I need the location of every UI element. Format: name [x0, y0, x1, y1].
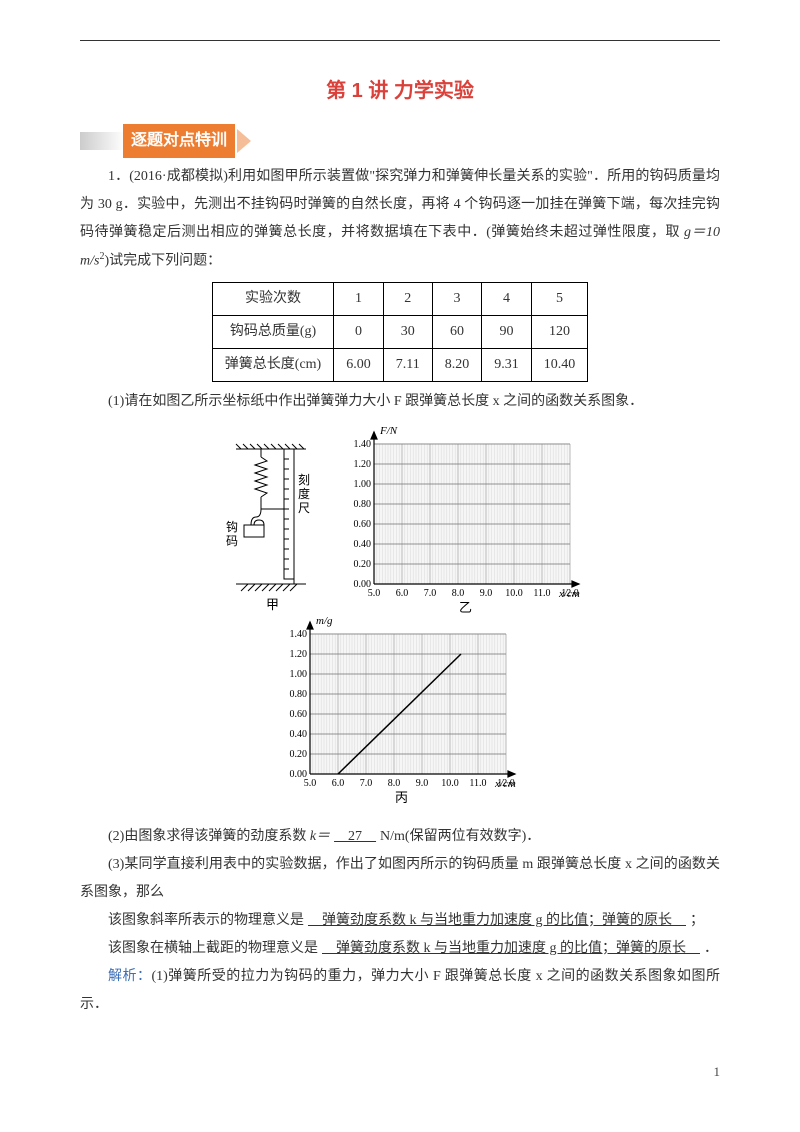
- svg-text:0.40: 0.40: [290, 729, 308, 740]
- svg-text:1.40: 1.40: [290, 629, 308, 640]
- q1-source: (2016·成都模拟): [129, 169, 228, 184]
- td: 弹簧总长度(cm): [212, 348, 333, 381]
- page-title: 第 1 讲 力学实验: [80, 71, 720, 111]
- td: 6.00: [334, 348, 384, 381]
- q1-part3a: (3)某同学直接利用表中的实验数据，作出了如图丙所示的钩码质量 m 跟弹簧总长度…: [80, 851, 720, 907]
- label-du: 度: [298, 486, 310, 501]
- svg-text:1.20: 1.20: [290, 649, 308, 660]
- svg-text:1.00: 1.00: [290, 669, 308, 680]
- svg-text:0.60: 0.60: [290, 709, 308, 720]
- svg-text:5.0: 5.0: [368, 588, 381, 599]
- q1-part3d: 该图象在横轴上截距的物理意义是 弹簧劲度系数 k 与当地重力加速度 g 的比值；…: [80, 935, 720, 963]
- page-number: 1: [80, 1059, 720, 1085]
- th: 3: [432, 282, 482, 315]
- svg-text:7.0: 7.0: [360, 778, 373, 789]
- th: 实验次数: [212, 282, 333, 315]
- svg-text:11.0: 11.0: [533, 588, 550, 599]
- svg-text:5.0: 5.0: [304, 778, 317, 789]
- section-header: 逐题对点特训: [80, 129, 720, 153]
- svg-text:1.00: 1.00: [354, 479, 372, 490]
- td: 60: [432, 315, 482, 348]
- td: 8.20: [432, 348, 482, 381]
- p2k: k＝: [310, 829, 330, 844]
- svg-text:0.20: 0.20: [290, 749, 308, 760]
- svg-text:1.20: 1.20: [354, 459, 372, 470]
- q1-part2: (2)由图象求得该弹簧的劲度系数 k＝ 27 N/m(保留两位有效数字)．: [80, 823, 720, 851]
- td: 90: [482, 315, 532, 348]
- label-ke: 刻: [298, 473, 310, 487]
- p3b: 该图象斜率所表示的物理意义是: [108, 913, 304, 928]
- td: 7.11: [383, 348, 432, 381]
- section-bar: [80, 132, 125, 150]
- solution-label: 解析：: [108, 969, 151, 984]
- grid-yi: F/N x/cm 0.000.200.400.600.801.001.201.4…: [334, 424, 594, 614]
- blank-intercept: 弹簧劲度系数 k 与当地重力加速度 g 的比值；弹簧的原长: [318, 941, 704, 956]
- table-row: 钩码总质量(g) 0 30 60 90 120: [212, 315, 587, 348]
- svg-text:0.80: 0.80: [354, 499, 372, 510]
- section-label: 逐题对点特训: [123, 124, 235, 158]
- fig-label-yi: 乙: [459, 600, 472, 614]
- svg-text:9.0: 9.0: [416, 778, 429, 789]
- svg-text:10.0: 10.0: [505, 588, 523, 599]
- svg-text:6.0: 6.0: [332, 778, 345, 789]
- solution: 解析：(1)弹簧所受的拉力为钩码的重力，弹力大小 F 跟弹簧总长度 x 之间的函…: [80, 963, 720, 1019]
- svg-text:12.0: 12.0: [561, 588, 579, 599]
- svg-text:8.0: 8.0: [388, 778, 401, 789]
- solution-text: (1)弹簧所受的拉力为钩码的重力，弹力大小 F 跟弹簧总长度 x 之间的函数关系…: [80, 969, 720, 1012]
- p3d: 该图象在横轴上截距的物理意义是: [108, 941, 318, 956]
- td: 30: [383, 315, 432, 348]
- apparatus-diagram: 钩 码 刻 度 尺 甲: [206, 439, 316, 614]
- table-row: 弹簧总长度(cm) 6.00 7.11 8.20 9.31 10.40: [212, 348, 587, 381]
- svg-text:11.0: 11.0: [469, 778, 486, 789]
- label-ma: 码: [226, 534, 238, 548]
- blank-k: 27: [330, 829, 380, 844]
- svg-text:0.40: 0.40: [354, 539, 372, 550]
- svg-text:12.0: 12.0: [497, 778, 515, 789]
- label-chi: 尺: [298, 501, 310, 515]
- fig-label-jia: 甲: [266, 597, 279, 612]
- yaxis-label: F/N: [379, 425, 398, 437]
- data-table: 实验次数 1 2 3 4 5 钩码总质量(g) 0 30 60 90 120 弹…: [212, 282, 588, 382]
- svg-text:1.40: 1.40: [354, 439, 372, 450]
- p2b: N/m(保留两位有效数字)．: [380, 829, 540, 844]
- top-rule: [80, 40, 720, 41]
- svg-text:9.0: 9.0: [480, 588, 493, 599]
- svg-text:0.60: 0.60: [354, 519, 372, 530]
- label-gou: 钩: [226, 520, 238, 534]
- fig-label-bing: 丙: [395, 790, 408, 804]
- q1-text1b: )试完成下列问题：: [104, 254, 221, 269]
- th: 2: [383, 282, 432, 315]
- td: 0: [334, 315, 384, 348]
- svg-text:0.20: 0.20: [354, 559, 372, 570]
- svg-text:8.0: 8.0: [452, 588, 465, 599]
- td: 10.40: [531, 348, 588, 381]
- svg-text:7.0: 7.0: [424, 588, 437, 599]
- th: 4: [482, 282, 532, 315]
- q1-number: 1．: [108, 169, 129, 184]
- q1-stem: 1．(2016·成都模拟)利用如图甲所示装置做"探究弹力和弹簧伸长量关系的实验"…: [80, 163, 720, 276]
- svg-text:0.80: 0.80: [290, 689, 308, 700]
- svg-text:6.0: 6.0: [396, 588, 409, 599]
- td: 9.31: [482, 348, 532, 381]
- p3e: ．: [704, 941, 718, 956]
- yaxis-label: m/g: [316, 615, 333, 627]
- q1-part3b: 该图象斜率所表示的物理意义是 弹簧劲度系数 k 与当地重力加速度 g 的比值；弹…: [80, 907, 720, 935]
- svg-text:10.0: 10.0: [441, 778, 459, 789]
- section-chevron-icon: [237, 129, 251, 153]
- th: 5: [531, 282, 588, 315]
- p2a: (2)由图象求得该弹簧的劲度系数: [108, 829, 310, 844]
- th: 1: [334, 282, 384, 315]
- grid-bing: m/g x/cm 0.000.200.400.600.801.001.201.4…: [270, 614, 530, 804]
- q1-part1: (1)请在如图乙所示坐标纸中作出弹簧弹力大小 F 跟弹簧总长度 x 之间的函数关…: [80, 388, 720, 416]
- blank-slope: 弹簧劲度系数 k 与当地重力加速度 g 的比值；弹簧的原长: [304, 913, 690, 928]
- figure-area: 钩 码 刻 度 尺 甲 F/N x/cm 0.000.200.400.600.8…: [80, 424, 720, 815]
- table-row: 实验次数 1 2 3 4 5: [212, 282, 587, 315]
- p3c: ；: [690, 913, 704, 928]
- td: 120: [531, 315, 588, 348]
- td: 钩码总质量(g): [212, 315, 333, 348]
